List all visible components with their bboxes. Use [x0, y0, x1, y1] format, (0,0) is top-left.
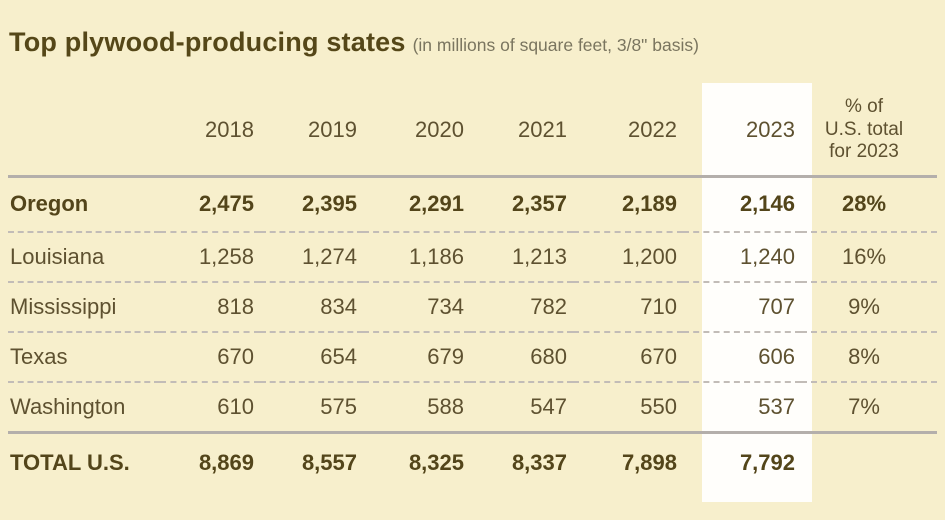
table-cell: 670	[573, 332, 683, 383]
row-label: TOTAL U.S.	[10, 449, 130, 475]
table-cell: 1,186	[363, 232, 470, 283]
table-cell: 679	[363, 332, 470, 383]
table-cell-pct: 28%	[801, 176, 937, 233]
page-title: Top plywood-producing states	[9, 27, 406, 57]
col-header-2023: 2023	[683, 85, 801, 178]
table-cell: 547	[470, 382, 573, 434]
pct-header-line-2: U.S. total	[824, 118, 904, 140]
row-label: Washington	[8, 382, 160, 434]
table-cell: 2,395	[260, 176, 363, 233]
table-cell: 1,213	[470, 232, 573, 283]
table-cell-pct: 16%	[801, 232, 937, 283]
table-cell: 710	[573, 282, 683, 333]
table-cell: 575	[260, 382, 363, 434]
table-cell-highlighted: 7,792	[739, 449, 795, 475]
table-cell: 8,869	[198, 449, 254, 475]
table-cell: 2,357	[470, 176, 573, 233]
col-header-2022: 2022	[573, 85, 683, 178]
table-cell-pct: 8%	[801, 332, 937, 383]
table-cell: 610	[160, 382, 260, 434]
table-cell-highlighted: 2,146	[683, 176, 801, 233]
table-cell-pct: 7%	[801, 382, 937, 434]
plywood-production-table: 2018 2019 2020 2021 2022 2023 % of U.S. …	[8, 85, 937, 492]
pct-header-line-3: for 2023	[829, 140, 899, 162]
table-cell: 2,189	[573, 176, 683, 233]
table-cell-highlighted: 537	[683, 382, 801, 434]
table-row-washington: Washington 610 575 588 547 550 537 7%	[8, 382, 937, 434]
table-cell-highlighted: 1,240	[683, 232, 801, 283]
col-header-2021: 2021	[470, 85, 573, 178]
table-row-total-us: TOTAL U.S. 8,869 8,557 8,325 8,337 7,898…	[8, 432, 937, 492]
title-block: Top plywood-producing states (in millions…	[9, 27, 699, 58]
row-label: Mississippi	[8, 282, 160, 333]
col-header-state	[8, 85, 160, 178]
table-cell: 7,898	[621, 449, 677, 475]
table-cell: 1,200	[573, 232, 683, 283]
table-cell: 654	[260, 332, 363, 383]
table-cell: 680	[470, 332, 573, 383]
table-cell: 734	[363, 282, 470, 333]
table-cell: 818	[160, 282, 260, 333]
col-header-2019: 2019	[260, 85, 363, 178]
table-cell: 670	[160, 332, 260, 383]
table-row-mississippi: Mississippi 818 834 734 782 710 707 9%	[8, 282, 937, 333]
table-cell: 782	[470, 282, 573, 333]
table-cell: 2,291	[363, 176, 470, 233]
table-cell-highlighted: 707	[683, 282, 801, 333]
table-cell: 588	[363, 382, 470, 434]
table-cell: 834	[260, 282, 363, 333]
header-row: 2018 2019 2020 2021 2022 2023 % of U.S. …	[8, 85, 937, 178]
table-row-louisiana: Louisiana 1,258 1,274 1,186 1,213 1,200 …	[8, 232, 937, 283]
row-label: Oregon	[8, 176, 160, 233]
table-row-oregon: Oregon 2,475 2,395 2,291 2,357 2,189 2,1…	[8, 176, 937, 233]
table-cell: 2,475	[160, 176, 260, 233]
table-cell-pct: 9%	[801, 282, 937, 333]
row-label: Texas	[8, 332, 160, 383]
table-cell: 1,258	[160, 232, 260, 283]
col-header-pct-us-total: % of U.S. total for 2023	[801, 85, 937, 178]
table-cell: 550	[573, 382, 683, 434]
table-row-texas: Texas 670 654 679 680 670 606 8%	[8, 332, 937, 383]
page-subtitle: (in millions of square feet, 3/8" basis)	[412, 35, 699, 55]
row-label: Louisiana	[8, 232, 160, 283]
pct-header-line-1: % of	[844, 96, 884, 118]
table-cell-pct	[801, 432, 937, 492]
table-cell: 8,325	[408, 449, 464, 475]
col-header-2018: 2018	[160, 85, 260, 178]
table-cell: 8,557	[301, 449, 357, 475]
table-cell: 8,337	[511, 449, 567, 475]
table-cell: 1,274	[260, 232, 363, 283]
col-header-2020: 2020	[363, 85, 470, 178]
table-cell-highlighted: 606	[683, 332, 801, 383]
